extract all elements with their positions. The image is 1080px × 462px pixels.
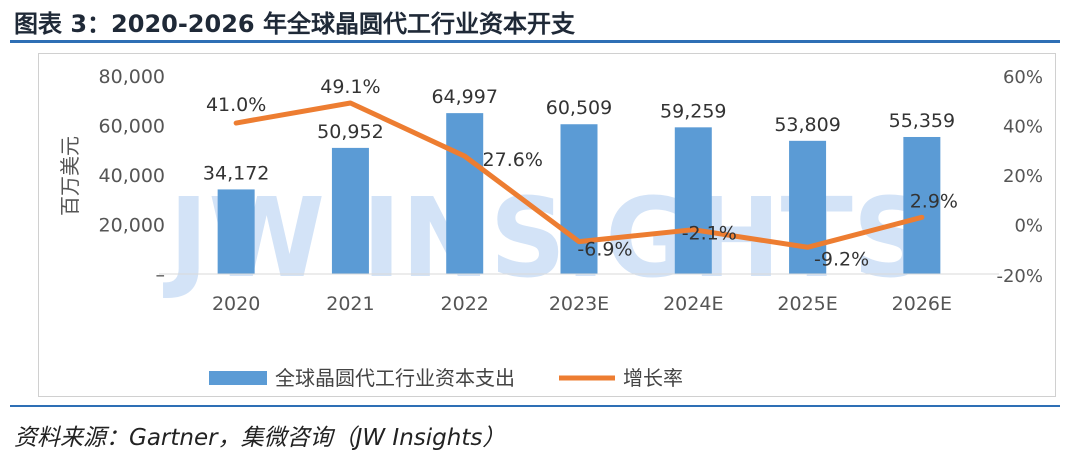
bar-data-label: 53,809: [774, 114, 840, 136]
line-data-label: -9.2%: [814, 248, 869, 270]
bar: [789, 140, 827, 274]
y2-tick-label: 60%: [1003, 67, 1043, 88]
legend-line-label: 增长率: [623, 366, 683, 390]
x-tick-label: 2024E: [663, 293, 723, 315]
line-data-label: 41.0%: [206, 94, 266, 116]
x-tick-label: 2023E: [549, 293, 609, 315]
bar-data-label: 50,952: [317, 121, 383, 143]
y2-tick-label: -20%: [996, 266, 1043, 287]
top-rule: [10, 40, 1060, 43]
x-tick-label: 2026E: [892, 293, 952, 315]
y-axis-label: 百万美元: [58, 136, 82, 216]
y-tick-label: 80,000: [99, 66, 165, 88]
x-tick-label: 2025E: [777, 293, 837, 315]
figure-title: 图表 3：2020-2026 年全球晶圆代工行业资本开支: [14, 10, 575, 38]
bar-data-label: 55,359: [889, 110, 955, 132]
chart-container: JW INSIGHTS 34,172 50,952 64,997 60,509 59,2…: [38, 53, 1056, 397]
source-note: 资料来源：Gartner，集微咨询（JW Insights）: [14, 425, 506, 451]
y2-tick-label: 20%: [1003, 166, 1043, 187]
bar-data-label: 59,259: [660, 100, 726, 122]
legend: 全球晶圆代工行业资本支出 增长率: [209, 366, 683, 390]
y2-tick-label: 40%: [1003, 117, 1043, 138]
bar-data-label: 34,172: [203, 162, 269, 184]
x-tick-label: 2020: [212, 293, 260, 315]
bar-data-label: 60,509: [546, 97, 612, 119]
y-tick-label: 20,000: [99, 215, 165, 237]
x-tick-label: 2021: [326, 293, 374, 315]
bar-data-label: 64,997: [431, 86, 497, 108]
bar: [217, 189, 255, 274]
line-data-label: 27.6%: [483, 149, 543, 171]
line-data-label: 2.9%: [910, 190, 958, 212]
bar: [674, 127, 712, 274]
bar: [331, 147, 369, 274]
line-data-label: -2.1%: [682, 223, 737, 245]
bottom-rule: [10, 405, 1060, 407]
legend-bar-swatch: [209, 371, 267, 385]
bar: [903, 136, 941, 274]
line-data-label: 49.1%: [320, 76, 380, 98]
bar: [560, 124, 598, 274]
y-tick-label: 60,000: [99, 116, 165, 138]
y-tick-label: –: [156, 264, 166, 286]
bar: [446, 113, 484, 275]
line-data-label: -6.9%: [577, 239, 632, 261]
y-tick-label: 40,000: [99, 165, 165, 187]
y2-tick-label: 0%: [1014, 216, 1043, 237]
x-tick-label: 2022: [441, 293, 489, 315]
legend-bar-label: 全球晶圆代工行业资本支出: [275, 366, 515, 390]
